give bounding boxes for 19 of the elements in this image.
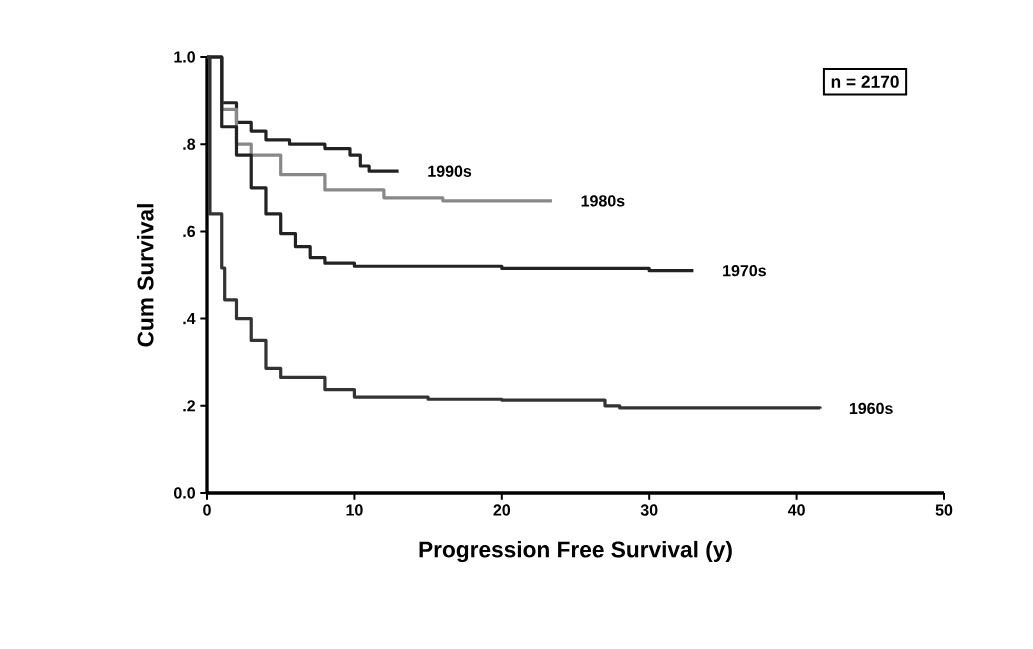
y-tick-label: 1.0 [174, 51, 195, 63]
y-tick-label: .8 [183, 138, 196, 150]
series-label: 1970s [723, 264, 766, 277]
series-label: 1960s [849, 402, 893, 415]
series-label: 1990s [428, 165, 472, 177]
x-tick-label: 30 [640, 504, 658, 516]
x-tick-label: 40 [787, 504, 805, 516]
y-tick-label: .2 [183, 400, 195, 412]
annotation: n = 2170 [831, 75, 899, 88]
y-axis-title: Cum Survival [136, 204, 154, 347]
x-tick-label: 10 [346, 504, 363, 516]
x-tick-label: 0 [203, 504, 211, 516]
y-tick-label: 0.0 [174, 487, 195, 499]
x-axis-title: Progression Free Survival (y) [419, 540, 732, 563]
series-label: 1980s [581, 195, 625, 207]
y-tick-label: .4 [183, 313, 196, 325]
y-tick-label: .6 [183, 225, 196, 238]
x-tick-label: 20 [493, 504, 511, 516]
x-tick-label: 50 [935, 504, 953, 516]
